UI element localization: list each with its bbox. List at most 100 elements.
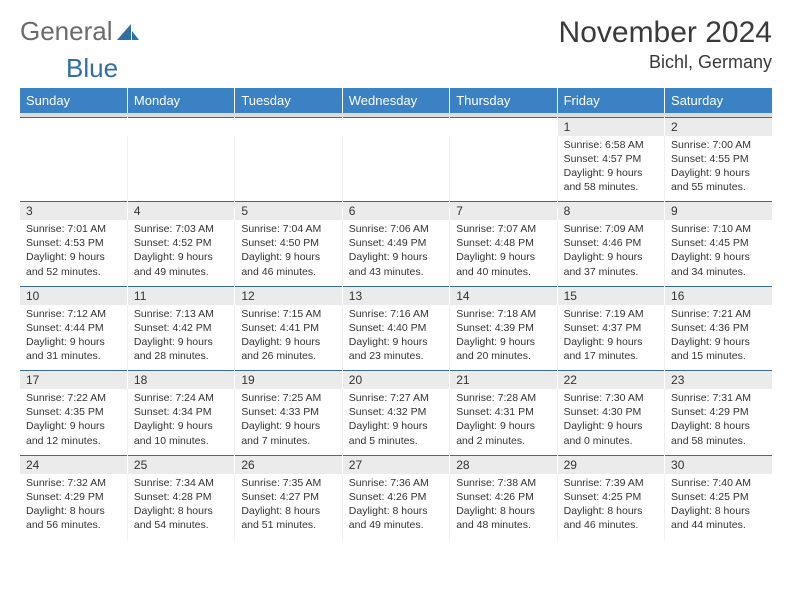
sunrise-text: Sunrise: 7:32 AM (26, 476, 121, 490)
detail-row: Sunrise: 6:58 AMSunset: 4:57 PMDaylight:… (20, 136, 772, 202)
day-detail-cell: Sunrise: 7:07 AMSunset: 4:48 PMDaylight:… (450, 220, 557, 286)
day-detail-cell: Sunrise: 7:10 AMSunset: 4:45 PMDaylight:… (665, 220, 772, 286)
day-detail-cell: Sunrise: 7:32 AMSunset: 4:29 PMDaylight:… (20, 474, 127, 540)
day-number-cell: 6 (342, 202, 449, 221)
day-number-cell: 28 (450, 455, 557, 474)
sunset-text: Sunset: 4:45 PM (671, 236, 766, 250)
daylight-text: Daylight: 9 hours and 34 minutes. (671, 250, 766, 278)
daynum-row: 24252627282930 (20, 455, 772, 474)
sunrise-text: Sunrise: 7:30 AM (564, 391, 658, 405)
sunrise-text: Sunrise: 7:18 AM (456, 307, 550, 321)
day-number-cell: 8 (557, 202, 664, 221)
day-detail-cell: Sunrise: 7:06 AMSunset: 4:49 PMDaylight:… (342, 220, 449, 286)
sunset-text: Sunset: 4:35 PM (26, 405, 121, 419)
day-number-cell: 22 (557, 371, 664, 390)
daylight-text: Daylight: 9 hours and 55 minutes. (671, 166, 766, 194)
day-detail-cell: Sunrise: 6:58 AMSunset: 4:57 PMDaylight:… (557, 136, 664, 202)
day-detail-cell: Sunrise: 7:16 AMSunset: 4:40 PMDaylight:… (342, 305, 449, 371)
sunset-text: Sunset: 4:31 PM (456, 405, 550, 419)
day-detail-cell: Sunrise: 7:15 AMSunset: 4:41 PMDaylight:… (235, 305, 342, 371)
daylight-text: Daylight: 8 hours and 56 minutes. (26, 504, 121, 532)
day-number-cell: 5 (235, 202, 342, 221)
sunset-text: Sunset: 4:36 PM (671, 321, 766, 335)
day-detail-cell: Sunrise: 7:19 AMSunset: 4:37 PMDaylight:… (557, 305, 664, 371)
daylight-text: Daylight: 8 hours and 54 minutes. (134, 504, 228, 532)
sunrise-text: Sunrise: 7:22 AM (26, 391, 121, 405)
daynum-row: 17181920212223 (20, 371, 772, 390)
day-number-cell (127, 117, 234, 136)
day-header: Tuesday (235, 88, 342, 113)
day-detail-cell: Sunrise: 7:12 AMSunset: 4:44 PMDaylight:… (20, 305, 127, 371)
day-header: Saturday (665, 88, 772, 113)
sunrise-text: Sunrise: 7:09 AM (564, 222, 658, 236)
sunset-text: Sunset: 4:33 PM (241, 405, 335, 419)
day-number-cell: 21 (450, 371, 557, 390)
daylight-text: Daylight: 9 hours and 5 minutes. (349, 419, 443, 447)
daylight-text: Daylight: 9 hours and 10 minutes. (134, 419, 228, 447)
daylight-text: Daylight: 9 hours and 37 minutes. (564, 250, 658, 278)
sunrise-text: Sunrise: 7:31 AM (671, 391, 766, 405)
daylight-text: Daylight: 9 hours and 26 minutes. (241, 335, 335, 363)
day-number-cell (235, 117, 342, 136)
sunrise-text: Sunrise: 7:40 AM (671, 476, 766, 490)
sunset-text: Sunset: 4:50 PM (241, 236, 335, 250)
sunset-text: Sunset: 4:49 PM (349, 236, 443, 250)
day-detail-cell: Sunrise: 7:35 AMSunset: 4:27 PMDaylight:… (235, 474, 342, 540)
logo: General (20, 16, 141, 47)
daylight-text: Daylight: 8 hours and 46 minutes. (564, 504, 658, 532)
day-header-row: Sunday Monday Tuesday Wednesday Thursday… (20, 88, 772, 113)
day-number-cell: 14 (450, 286, 557, 305)
day-header: Sunday (20, 88, 127, 113)
sunrise-text: Sunrise: 7:35 AM (241, 476, 335, 490)
sunrise-text: Sunrise: 7:03 AM (134, 222, 228, 236)
sunrise-text: Sunrise: 7:34 AM (134, 476, 228, 490)
day-header: Friday (557, 88, 664, 113)
day-number-cell (20, 117, 127, 136)
day-number-cell: 9 (665, 202, 772, 221)
day-number-cell: 19 (235, 371, 342, 390)
detail-row: Sunrise: 7:12 AMSunset: 4:44 PMDaylight:… (20, 305, 772, 371)
day-detail-cell: Sunrise: 7:28 AMSunset: 4:31 PMDaylight:… (450, 389, 557, 455)
daylight-text: Daylight: 8 hours and 51 minutes. (241, 504, 335, 532)
sunset-text: Sunset: 4:26 PM (456, 490, 550, 504)
daylight-text: Daylight: 9 hours and 40 minutes. (456, 250, 550, 278)
day-detail-cell: Sunrise: 7:13 AMSunset: 4:42 PMDaylight:… (127, 305, 234, 371)
sunrise-text: Sunrise: 7:15 AM (241, 307, 335, 321)
sunrise-text: Sunrise: 7:21 AM (671, 307, 766, 321)
daylight-text: Daylight: 9 hours and 7 minutes. (241, 419, 335, 447)
day-number-cell: 10 (20, 286, 127, 305)
day-detail-cell: Sunrise: 7:00 AMSunset: 4:55 PMDaylight:… (665, 136, 772, 202)
sunset-text: Sunset: 4:27 PM (241, 490, 335, 504)
day-header: Monday (127, 88, 234, 113)
day-detail-cell: Sunrise: 7:24 AMSunset: 4:34 PMDaylight:… (127, 389, 234, 455)
daylight-text: Daylight: 9 hours and 28 minutes. (134, 335, 228, 363)
day-number-cell: 20 (342, 371, 449, 390)
sunset-text: Sunset: 4:55 PM (671, 152, 766, 166)
day-detail-cell: Sunrise: 7:34 AMSunset: 4:28 PMDaylight:… (127, 474, 234, 540)
sunrise-text: Sunrise: 7:16 AM (349, 307, 443, 321)
day-number-cell: 13 (342, 286, 449, 305)
daylight-text: Daylight: 9 hours and 46 minutes. (241, 250, 335, 278)
day-number-cell: 26 (235, 455, 342, 474)
sunset-text: Sunset: 4:26 PM (349, 490, 443, 504)
daynum-row: 3456789 (20, 202, 772, 221)
daylight-text: Daylight: 9 hours and 15 minutes. (671, 335, 766, 363)
daylight-text: Daylight: 9 hours and 2 minutes. (456, 419, 550, 447)
day-detail-cell (20, 136, 127, 202)
sunrise-text: Sunrise: 7:27 AM (349, 391, 443, 405)
sunrise-text: Sunrise: 7:06 AM (349, 222, 443, 236)
day-number-cell: 12 (235, 286, 342, 305)
day-detail-cell: Sunrise: 7:03 AMSunset: 4:52 PMDaylight:… (127, 220, 234, 286)
detail-row: Sunrise: 7:01 AMSunset: 4:53 PMDaylight:… (20, 220, 772, 286)
day-detail-cell: Sunrise: 7:01 AMSunset: 4:53 PMDaylight:… (20, 220, 127, 286)
day-number-cell (450, 117, 557, 136)
sunset-text: Sunset: 4:52 PM (134, 236, 228, 250)
daylight-text: Daylight: 8 hours and 49 minutes. (349, 504, 443, 532)
day-detail-cell: Sunrise: 7:22 AMSunset: 4:35 PMDaylight:… (20, 389, 127, 455)
day-detail-cell (450, 136, 557, 202)
day-number-cell: 17 (20, 371, 127, 390)
sunrise-text: Sunrise: 7:13 AM (134, 307, 228, 321)
day-detail-cell: Sunrise: 7:36 AMSunset: 4:26 PMDaylight:… (342, 474, 449, 540)
sunset-text: Sunset: 4:34 PM (134, 405, 228, 419)
daylight-text: Daylight: 8 hours and 58 minutes. (671, 419, 766, 447)
